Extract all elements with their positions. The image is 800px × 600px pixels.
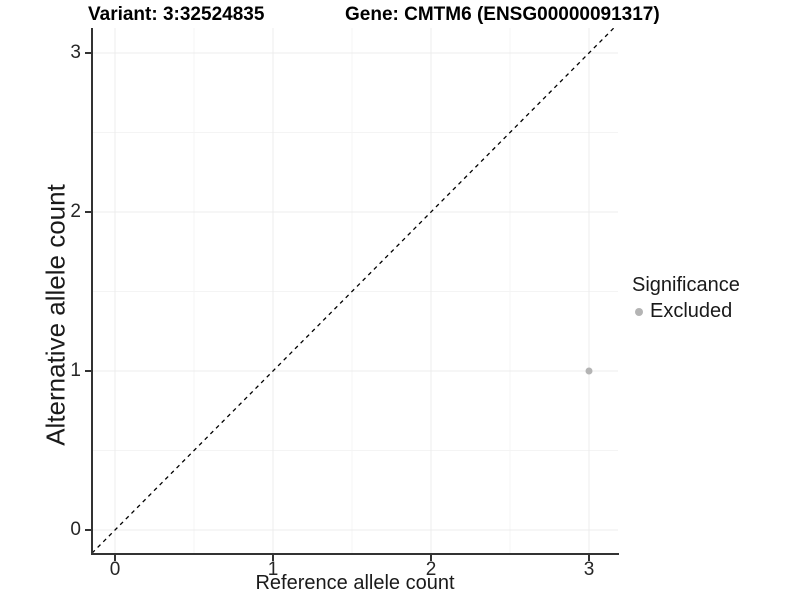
x-tick-label: 3 xyxy=(583,559,595,580)
gene-title: Gene: CMTM6 (ENSG00000091317) xyxy=(345,4,660,25)
y-tick-label: 3 xyxy=(70,41,81,63)
y-tick-label: 1 xyxy=(70,359,81,381)
y-axis-line xyxy=(91,28,93,555)
y-tick-mark xyxy=(85,211,91,213)
y-tick-mark xyxy=(85,370,91,372)
legend-entry: Excluded xyxy=(632,300,740,323)
plot-panel xyxy=(92,28,618,553)
y-tick-label: 2 xyxy=(70,200,81,222)
legend: Significance Excluded xyxy=(632,274,740,323)
y-tick-mark xyxy=(85,529,91,531)
legend-point-icon xyxy=(635,307,643,316)
legend-title: Significance xyxy=(632,274,740,296)
x-axis-line xyxy=(91,553,619,555)
x-tick-label: 2 xyxy=(425,559,437,580)
legend-label: Excluded xyxy=(650,300,733,322)
x-tick-mark xyxy=(272,555,274,561)
y-axis-title: Alternative allele count xyxy=(40,184,71,446)
x-axis-title: Reference allele count xyxy=(255,572,455,594)
x-tick-mark xyxy=(114,555,116,561)
y-tick-label: 0 xyxy=(70,518,81,540)
x-tick-mark xyxy=(430,555,432,561)
variant-title: Variant: 3:32524835 xyxy=(88,4,265,25)
y-tick-mark xyxy=(85,52,91,54)
legend-entries: Excluded xyxy=(632,300,740,323)
x-tick-label: 1 xyxy=(267,559,279,580)
data-point xyxy=(585,367,593,375)
identity-dashed-line xyxy=(92,28,615,553)
x-tick-mark xyxy=(588,555,590,561)
x-tick-label: 0 xyxy=(109,559,121,580)
